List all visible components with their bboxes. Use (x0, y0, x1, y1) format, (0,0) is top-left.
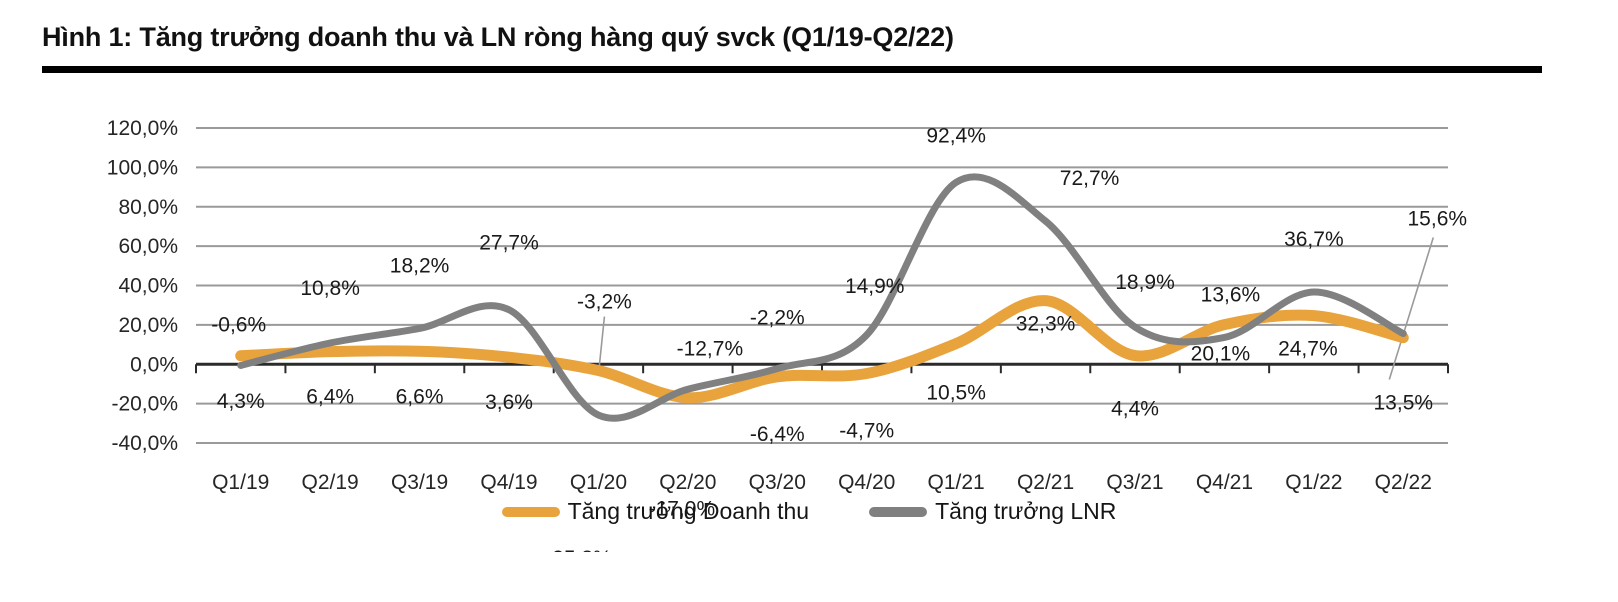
data-label: 24,7% (1278, 338, 1338, 361)
x-axis-tick-label: Q4/20 (838, 471, 895, 494)
figure-title: Hình 1: Tăng trưởng doanh thu và LN ròng… (42, 22, 954, 52)
data-label: -4,7% (839, 420, 894, 443)
data-label: 14,9% (845, 275, 905, 298)
y-axis-tick-label: 120,0% (107, 117, 178, 140)
x-axis-tick-label: Q4/19 (480, 471, 537, 494)
series-line-lnr (237, 173, 1407, 422)
label-leader-line (597, 316, 606, 375)
data-label: -6,4% (750, 423, 805, 446)
data-label: 4,3% (217, 390, 265, 413)
x-axis-tick-label: Q3/21 (1106, 471, 1163, 494)
chart-legend: Tăng trưởng Doanh thu Tăng trưởng LNR (0, 498, 1618, 525)
data-label: 18,2% (390, 254, 450, 277)
data-label: 6,6% (396, 385, 444, 408)
legend-item-revenue[interactable]: Tăng trưởng Doanh thu (501, 498, 810, 525)
y-axis-tick-label: 0,0% (130, 353, 178, 376)
data-label: 4,4% (1111, 398, 1159, 421)
y-axis-tick-label: -40,0% (111, 432, 178, 455)
data-label: 36,7% (1284, 228, 1344, 251)
legend-swatch-revenue (501, 506, 560, 517)
data-label: 15,6% (1408, 208, 1468, 231)
series-line-revenue (235, 295, 1409, 404)
data-label: 27,7% (479, 232, 539, 255)
x-axis-tick-label: Q2/21 (1017, 471, 1074, 494)
data-label: 13,6% (1201, 283, 1261, 306)
data-label: 72,7% (1060, 167, 1120, 190)
x-axis-tick-label: Q1/21 (928, 471, 985, 494)
legend-label-lnr: Tăng trưởng LNR (935, 498, 1117, 524)
data-label: 10,5% (926, 382, 986, 405)
x-axis-tick-label: Q1/20 (570, 471, 627, 494)
data-label: 32,3% (1016, 313, 1076, 336)
chart-plot-area: 120,0% 100,0% 80,0% 60,0% 40,0% 20,0% 0,0% -20,… (0, 82, 1618, 552)
data-label: 20,1% (1191, 343, 1251, 366)
legend-item-lnr[interactable]: Tăng trưởng LNR (869, 498, 1116, 525)
x-axis-tick-label: Q3/20 (749, 471, 806, 494)
title-underline (42, 66, 1542, 73)
x-axis-tick-labels: Q1/19 Q2/19 Q3/19 Q4/19 Q1/20 Q2/20 Q3/20 Q4/20… (212, 471, 1432, 494)
label-leader-line (1388, 237, 1435, 380)
y-axis-tick-label: -20,0% (111, 393, 178, 416)
data-point-labels: 4,3% 6,4% 6,6% 3,6% -3,2% -17,0% -6,4% -4,7% 10,… (211, 124, 1467, 552)
y-axis-tick-label: 100,0% (107, 156, 178, 179)
y-axis-tick-labels: 120,0% 100,0% 80,0% 60,0% 40,0% 20,0% 0,0% -20,… (107, 117, 178, 455)
data-label: 10,8% (300, 277, 360, 300)
label-leader-lines (597, 237, 1435, 380)
data-label: -17,0% (649, 498, 716, 521)
x-axis-tick-label: Q4/21 (1196, 471, 1253, 494)
x-axis-tick-label: Q2/19 (302, 471, 359, 494)
y-axis-tick-label: 40,0% (118, 275, 178, 298)
legend-label-revenue: Tăng trưởng Doanh thu (567, 498, 810, 524)
line-chart: 120,0% 100,0% 80,0% 60,0% 40,0% 20,0% 0,0% -20,… (107, 117, 1467, 552)
data-label: 3,6% (485, 391, 533, 414)
series-lines (235, 173, 1409, 422)
data-label: -25,8% (545, 547, 612, 552)
x-axis-tick-label: Q1/19 (212, 471, 269, 494)
data-label: -2,2% (750, 307, 805, 330)
y-axis-tick-label: 20,0% (118, 314, 178, 337)
y-axis-tick-label: 80,0% (118, 196, 178, 219)
data-label: 92,4% (926, 124, 986, 147)
data-label: -0,6% (211, 313, 266, 336)
data-label: 18,9% (1115, 271, 1175, 294)
x-axis-tick-label: Q1/22 (1285, 471, 1342, 494)
y-axis-tick-label: 60,0% (118, 235, 178, 258)
data-label: -12,7% (677, 337, 744, 360)
data-label: 13,5% (1374, 392, 1434, 415)
legend-swatch-lnr (869, 506, 928, 517)
data-label: 6,4% (306, 386, 354, 409)
x-axis-tick-label: Q2/20 (659, 471, 716, 494)
x-axis-tick-label: Q2/22 (1375, 471, 1432, 494)
x-axis-tick-label: Q3/19 (391, 471, 448, 494)
data-label: -3,2% (577, 291, 632, 314)
